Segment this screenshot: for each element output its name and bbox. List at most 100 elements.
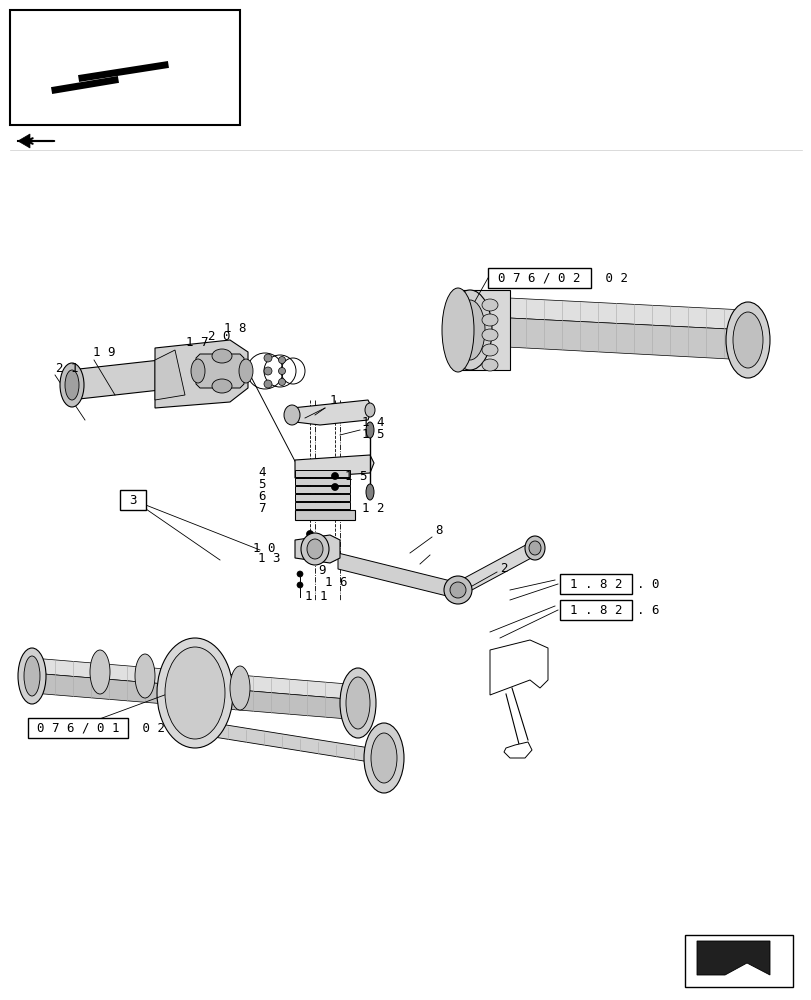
Ellipse shape (528, 541, 540, 555)
Text: 1 . 8 2: 1 . 8 2 (569, 603, 621, 616)
Text: 2: 2 (500, 562, 507, 574)
Text: 1: 1 (329, 393, 337, 406)
Polygon shape (115, 30, 175, 60)
Ellipse shape (157, 638, 233, 748)
Polygon shape (294, 502, 350, 509)
Text: 7: 7 (258, 502, 265, 514)
Ellipse shape (363, 723, 404, 793)
Bar (684, 935, 792, 987)
Polygon shape (18, 82, 40, 100)
Polygon shape (294, 494, 350, 501)
Text: 3: 3 (129, 493, 136, 506)
Polygon shape (32, 673, 359, 720)
Text: 9: 9 (318, 564, 325, 576)
Ellipse shape (482, 329, 497, 341)
Ellipse shape (284, 405, 299, 425)
Text: 1 1: 1 1 (305, 590, 327, 603)
Text: 0 7 6 / 0 1: 0 7 6 / 0 1 (36, 722, 119, 734)
Text: 1 4: 1 4 (362, 416, 384, 430)
Polygon shape (337, 553, 457, 598)
Ellipse shape (345, 677, 370, 729)
Circle shape (297, 582, 303, 588)
Ellipse shape (18, 648, 46, 704)
Text: 8: 8 (435, 524, 442, 536)
Polygon shape (294, 478, 350, 485)
Ellipse shape (60, 363, 84, 407)
Circle shape (158, 86, 182, 110)
Text: 2 0: 2 0 (208, 330, 230, 344)
Text: 1 6: 1 6 (324, 576, 347, 589)
Text: 4: 4 (258, 466, 265, 480)
Polygon shape (696, 941, 769, 975)
Text: 1 . 8 2: 1 . 8 2 (569, 578, 621, 590)
Bar (560, 600, 631, 620)
Ellipse shape (725, 302, 769, 378)
Circle shape (331, 494, 338, 502)
Text: 0 7 6 / 0 2: 0 7 6 / 0 2 (498, 271, 580, 284)
Ellipse shape (212, 379, 232, 393)
Ellipse shape (482, 359, 497, 371)
Ellipse shape (165, 647, 225, 739)
Circle shape (49, 82, 81, 114)
Circle shape (278, 367, 285, 374)
Text: 1 8: 1 8 (224, 322, 247, 334)
Ellipse shape (191, 359, 204, 383)
Polygon shape (504, 742, 531, 758)
Ellipse shape (482, 314, 497, 326)
Text: 1 5: 1 5 (362, 428, 384, 442)
Ellipse shape (366, 484, 374, 500)
Polygon shape (292, 400, 371, 425)
Polygon shape (294, 455, 374, 478)
Text: 1 5: 1 5 (345, 470, 367, 483)
Polygon shape (70, 360, 165, 400)
Ellipse shape (307, 539, 323, 559)
Ellipse shape (482, 299, 497, 311)
Circle shape (297, 571, 303, 577)
Bar (560, 574, 631, 594)
Polygon shape (489, 640, 547, 695)
Polygon shape (195, 720, 384, 762)
Polygon shape (294, 486, 350, 493)
Polygon shape (195, 354, 243, 388)
Text: 1 2: 1 2 (362, 502, 384, 514)
Text: 1 3: 1 3 (258, 552, 280, 566)
Bar (487, 268, 590, 288)
Ellipse shape (340, 668, 375, 738)
Ellipse shape (230, 666, 250, 710)
Ellipse shape (212, 349, 232, 363)
Text: 2 1: 2 1 (56, 361, 79, 374)
Polygon shape (50, 30, 210, 100)
Ellipse shape (454, 300, 484, 360)
Circle shape (331, 484, 338, 490)
Ellipse shape (65, 370, 79, 400)
Circle shape (278, 357, 285, 363)
Circle shape (306, 530, 313, 538)
Polygon shape (457, 540, 539, 598)
Ellipse shape (482, 344, 497, 356)
Ellipse shape (135, 654, 155, 698)
Text: 6: 6 (258, 489, 265, 502)
Polygon shape (18, 134, 30, 148)
Polygon shape (457, 290, 509, 370)
Polygon shape (470, 316, 747, 360)
Ellipse shape (301, 533, 328, 565)
Circle shape (306, 544, 313, 550)
Text: 5: 5 (258, 478, 265, 490)
Circle shape (264, 367, 272, 375)
Ellipse shape (371, 733, 397, 783)
Circle shape (264, 380, 272, 388)
Circle shape (264, 354, 272, 362)
Ellipse shape (90, 650, 109, 694)
Text: 1 7: 1 7 (186, 336, 208, 350)
Ellipse shape (24, 656, 40, 696)
Polygon shape (294, 535, 340, 563)
Ellipse shape (444, 576, 471, 604)
Polygon shape (155, 340, 247, 408)
Polygon shape (470, 296, 747, 330)
Bar (10, 10, 240, 125)
Ellipse shape (238, 359, 253, 383)
Circle shape (152, 80, 188, 116)
Ellipse shape (525, 536, 544, 560)
Ellipse shape (441, 288, 474, 372)
Circle shape (331, 473, 338, 480)
